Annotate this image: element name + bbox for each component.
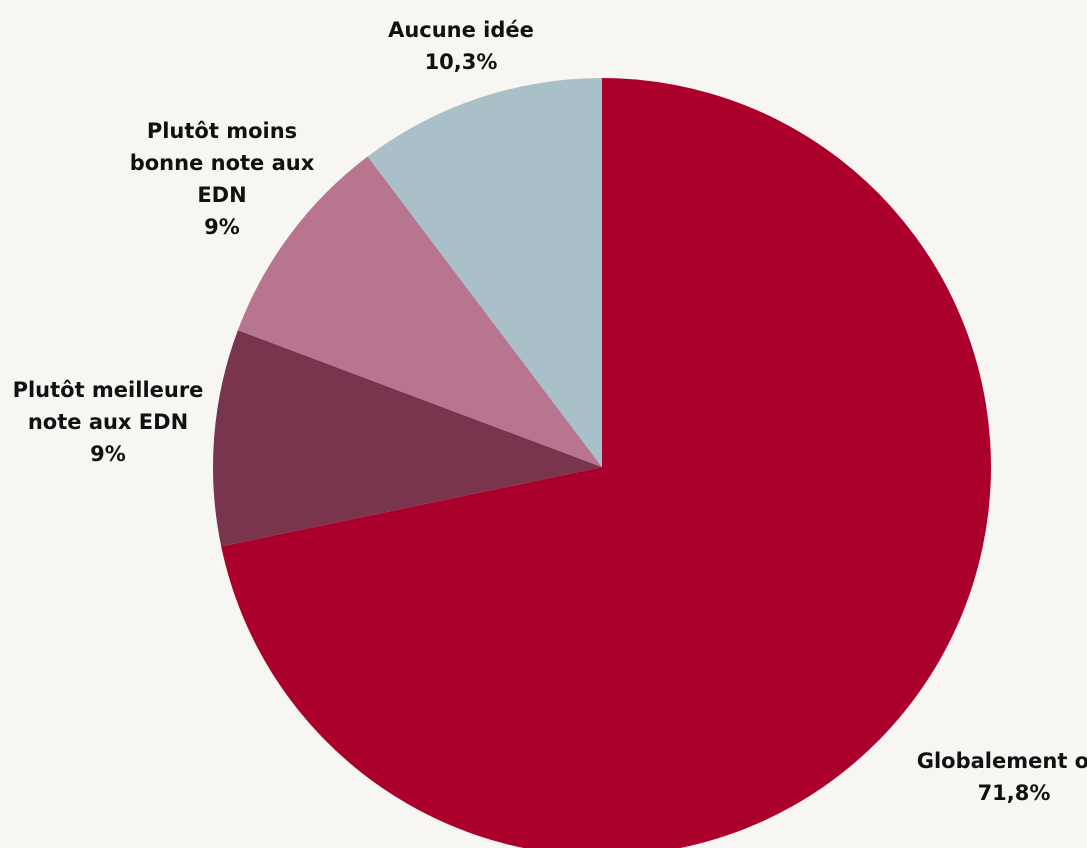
slice-value-label: 9% [204, 215, 240, 239]
slice-category-label: Aucune idée [388, 18, 534, 42]
slice-category-label: Plutôt meilleure [13, 378, 204, 402]
pie-slice-2 [213, 330, 603, 547]
pie-slices [213, 78, 991, 848]
slice-category-label: EDN [197, 183, 246, 207]
slice-label-2: Plutôt meilleure note aux EDN 9% [13, 378, 204, 466]
pie-slice-1 [221, 78, 991, 848]
slice-category-label: note aux EDN [28, 410, 188, 434]
slice-category-label: Globalement oui [917, 749, 1087, 773]
slice-value-label: 71,8% [978, 781, 1051, 805]
slice-category-label: Plutôt moins [147, 119, 297, 143]
pie-slice-4 [367, 78, 602, 467]
slice-value-label: 10,3% [425, 50, 498, 74]
slice-value-label: 9% [90, 442, 126, 466]
pie-slice-3 [237, 156, 602, 467]
slice-label-1: Globalement oui 71,8% [917, 749, 1087, 805]
slice-label-3: Plutôt moins bonne note aux EDN 9% [130, 119, 315, 239]
slice-label-4: Aucune idée 10,3% [388, 18, 534, 74]
pie-labels: Globalement oui 71,8% Plutôt meilleure note… [13, 18, 1087, 805]
slice-category-label: bonne note aux [130, 151, 315, 175]
